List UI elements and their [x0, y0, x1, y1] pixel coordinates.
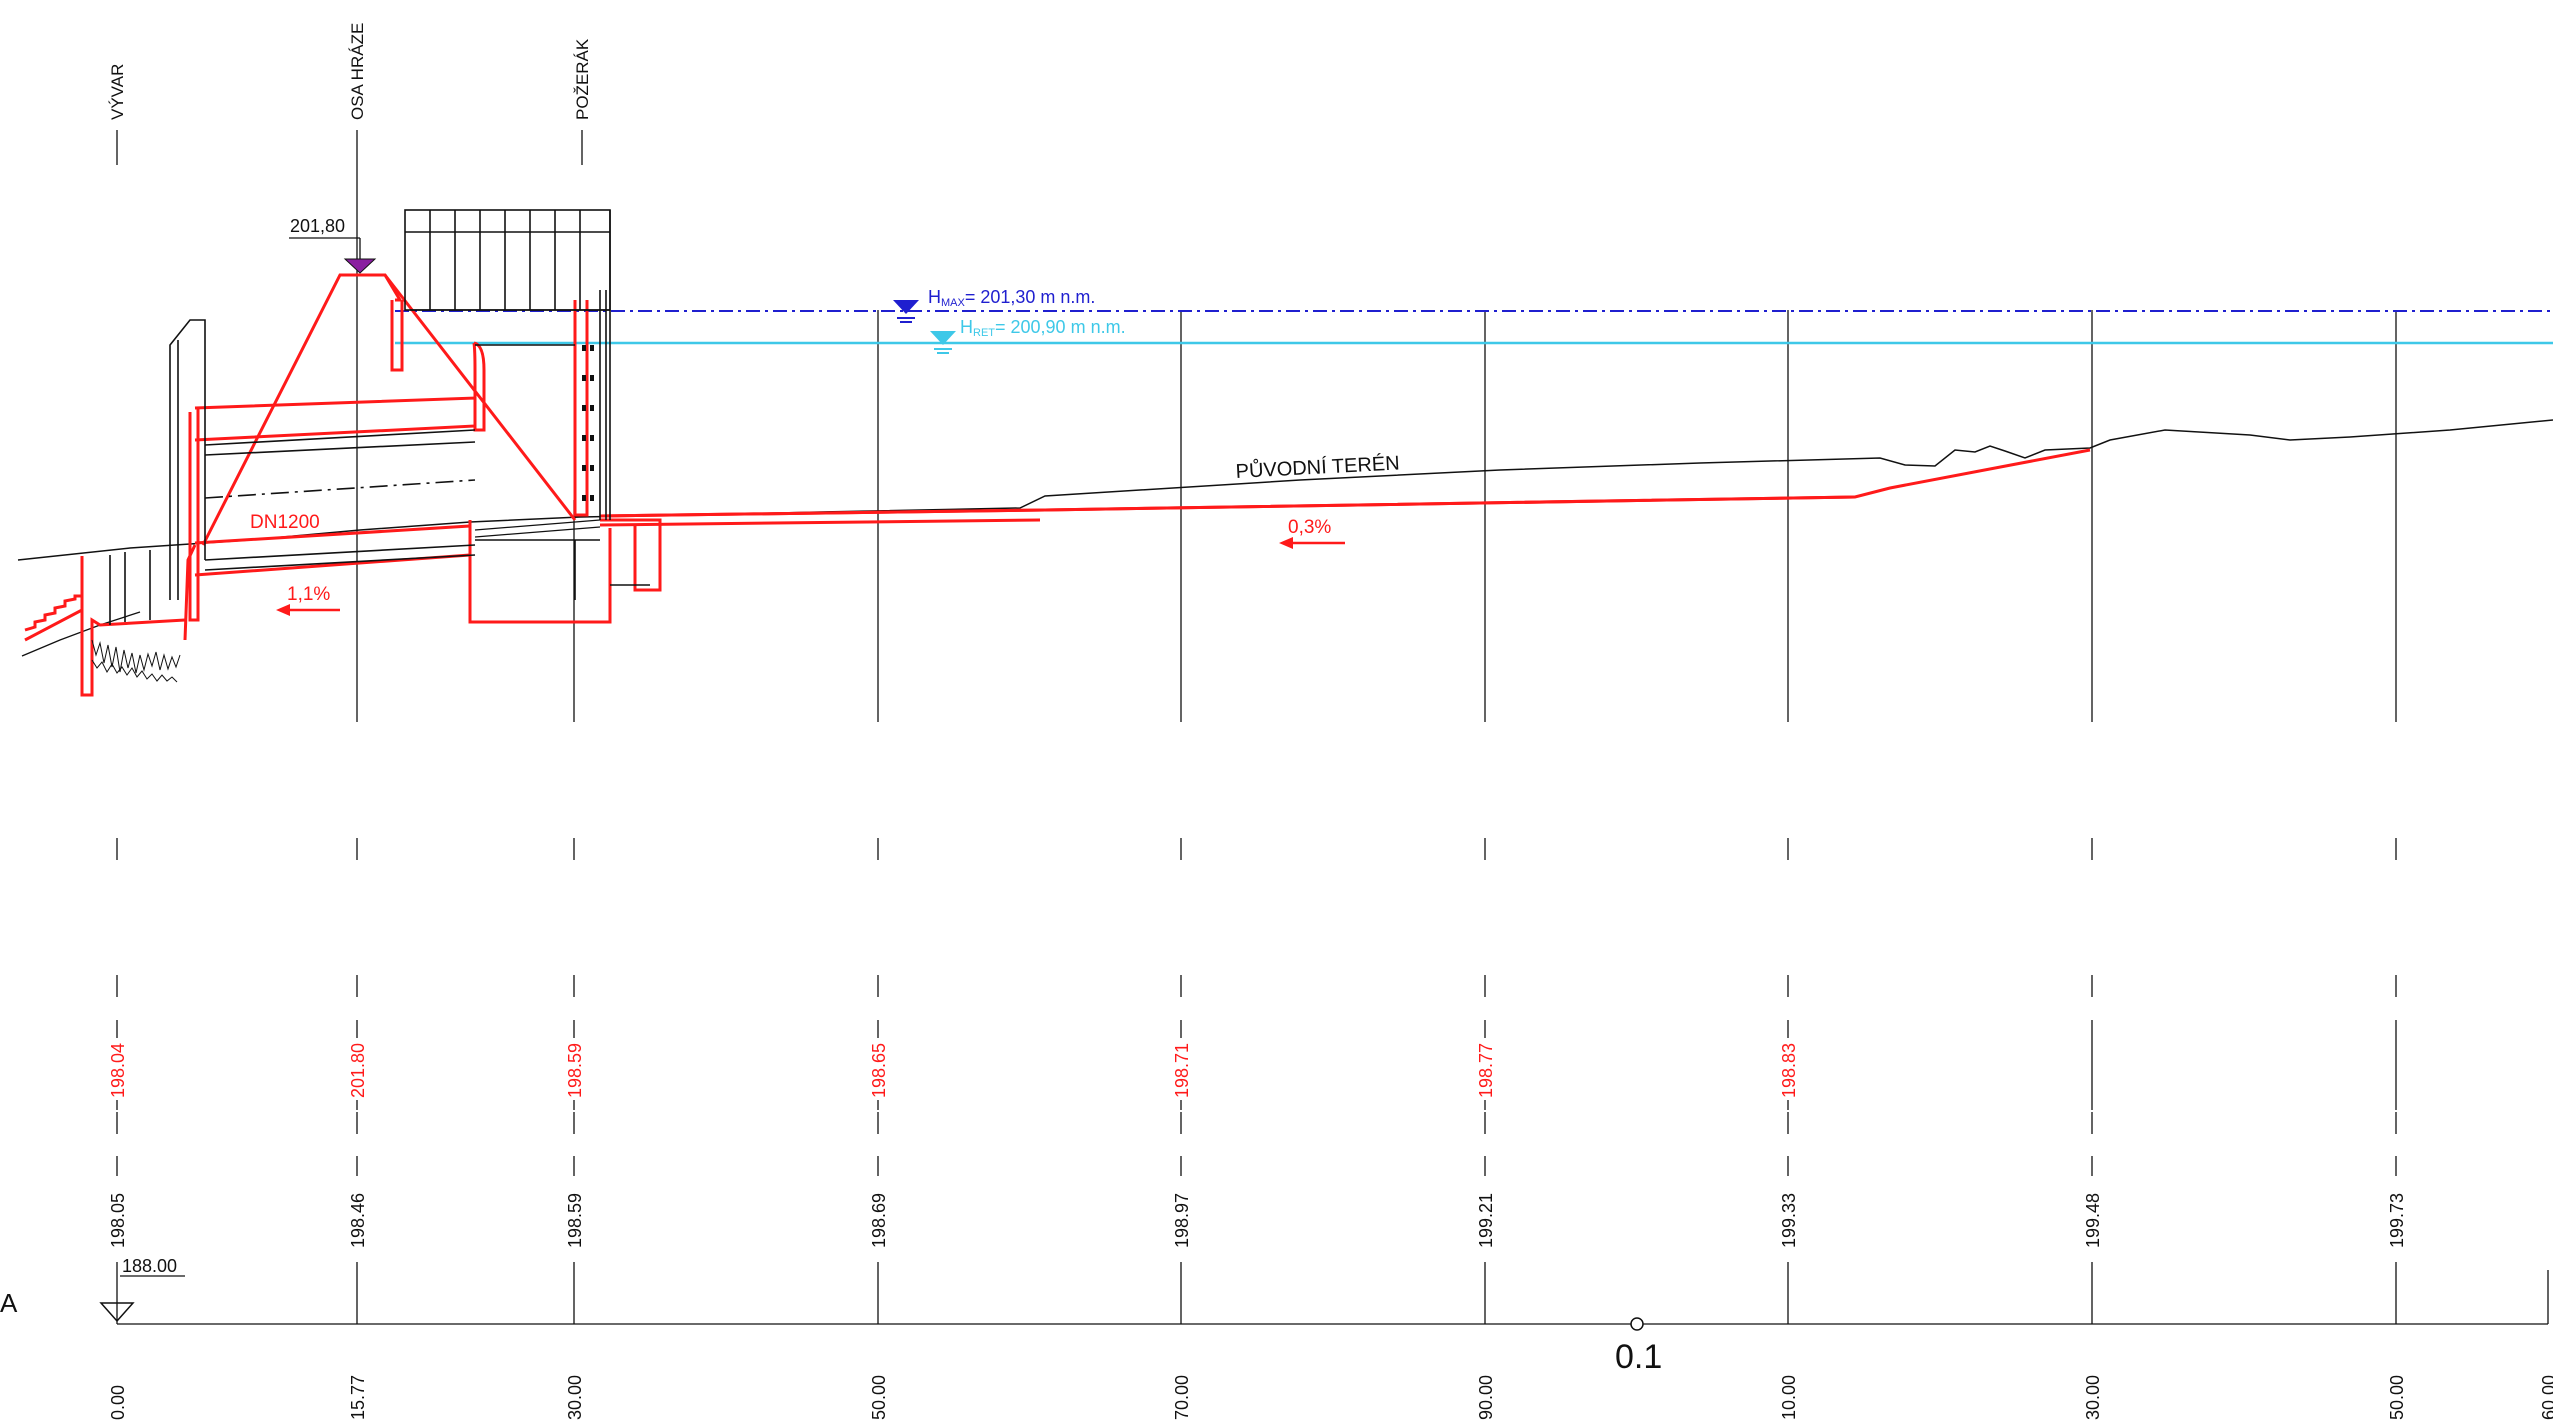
label-vyvar: VÝVAR	[108, 64, 127, 120]
station-value: 70.00	[1172, 1375, 1192, 1420]
terrain-level-value: 198.69	[869, 1193, 889, 1248]
slope-left-label: 1,1%	[287, 584, 330, 605]
terrain-level-value: 199.73	[2387, 1193, 2407, 1248]
datum-marker-icon	[99, 1275, 185, 1323]
label-pozerak: POŽERÁK	[573, 38, 592, 120]
terrain-level-value: 199.21	[1476, 1193, 1496, 1248]
scale-marker-icon	[1630, 1317, 1644, 1331]
terrain-label: PŮVODNÍ TERÉN	[1235, 450, 1400, 483]
terrain-level-value: 198.05	[108, 1193, 128, 1248]
downstream-ground-line	[21, 611, 141, 657]
terrain-level-value: 198.97	[1172, 1193, 1192, 1248]
design-level-value: 198.83	[1779, 1043, 1799, 1098]
slope-right-label: 0,3%	[1288, 517, 1331, 538]
hmax-label: HMAX= 201,30 m n.m.	[928, 287, 1095, 309]
label-osa-hraze: OSA HRÁZE	[348, 23, 367, 120]
station-value: 50.00	[2387, 1375, 2407, 1420]
crest-marker-icon	[289, 237, 377, 274]
design-level-value: 198.59	[565, 1043, 585, 1098]
station-value: 30.00	[565, 1375, 585, 1420]
dam-structure	[24, 273, 2091, 697]
design-level-value: 198.04	[108, 1043, 128, 1098]
hret-label: HRET= 200,90 m n.m.	[960, 317, 1126, 339]
dn-label: DN1200	[250, 512, 320, 533]
side-label: A	[0, 1288, 18, 1318]
slope-right-arrow-icon	[1279, 537, 1345, 549]
station-value: 30.00	[2083, 1375, 2103, 1420]
terrain-level-value: 199.33	[1779, 1193, 1799, 1248]
station-value: 60.00	[2539, 1375, 2553, 1420]
design-level-value: 198.71	[1172, 1043, 1192, 1098]
hmax-symbol-icon	[893, 300, 919, 323]
vyvar-structure	[109, 319, 476, 625]
station-value: 50.00	[869, 1375, 889, 1420]
hret-symbol-icon	[930, 331, 956, 354]
slope-left-arrow-icon	[276, 604, 340, 616]
pozerak-hatch	[474, 519, 601, 538]
pozerak-structure	[404, 209, 650, 600]
scale-label: 0.1	[1615, 1338, 1662, 1376]
terrain-level-value: 199.48	[2083, 1193, 2103, 1248]
terrain-level-value: 198.59	[565, 1193, 585, 1248]
station-grid	[116, 130, 2549, 1325]
crest-level-label: 201,80	[290, 216, 345, 236]
design-level-value: 201.80	[348, 1043, 368, 1098]
terrain-level-value: 198.46	[348, 1193, 368, 1248]
station-texts: 198.04 198.05 0.00 201.80 198.46 15.77 198.59 1…	[108, 1043, 2553, 1420]
original-terrain-line	[17, 419, 2553, 561]
datum-label: 188.00	[122, 1256, 177, 1276]
riprap	[91, 639, 181, 683]
design-level-value: 198.65	[869, 1043, 889, 1098]
station-value: 90.00	[1476, 1375, 1496, 1420]
design-level-value: 198.77	[1476, 1043, 1496, 1098]
pozerak-boards	[582, 345, 594, 501]
station-value: 10.00	[1779, 1375, 1799, 1420]
station-value: 0.00	[108, 1385, 128, 1420]
station-value: 15.77	[348, 1375, 368, 1420]
